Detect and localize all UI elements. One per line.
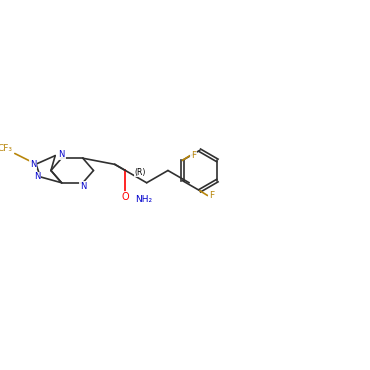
Text: CF₃: CF₃: [0, 144, 13, 153]
Text: N: N: [34, 172, 41, 181]
Text: F: F: [209, 191, 214, 200]
Text: F: F: [191, 151, 196, 160]
Text: N: N: [30, 159, 36, 169]
Text: NH₂: NH₂: [135, 195, 152, 204]
Text: N: N: [80, 182, 86, 191]
Text: N: N: [58, 150, 65, 159]
Text: O: O: [122, 192, 129, 202]
Text: (R): (R): [135, 168, 146, 176]
